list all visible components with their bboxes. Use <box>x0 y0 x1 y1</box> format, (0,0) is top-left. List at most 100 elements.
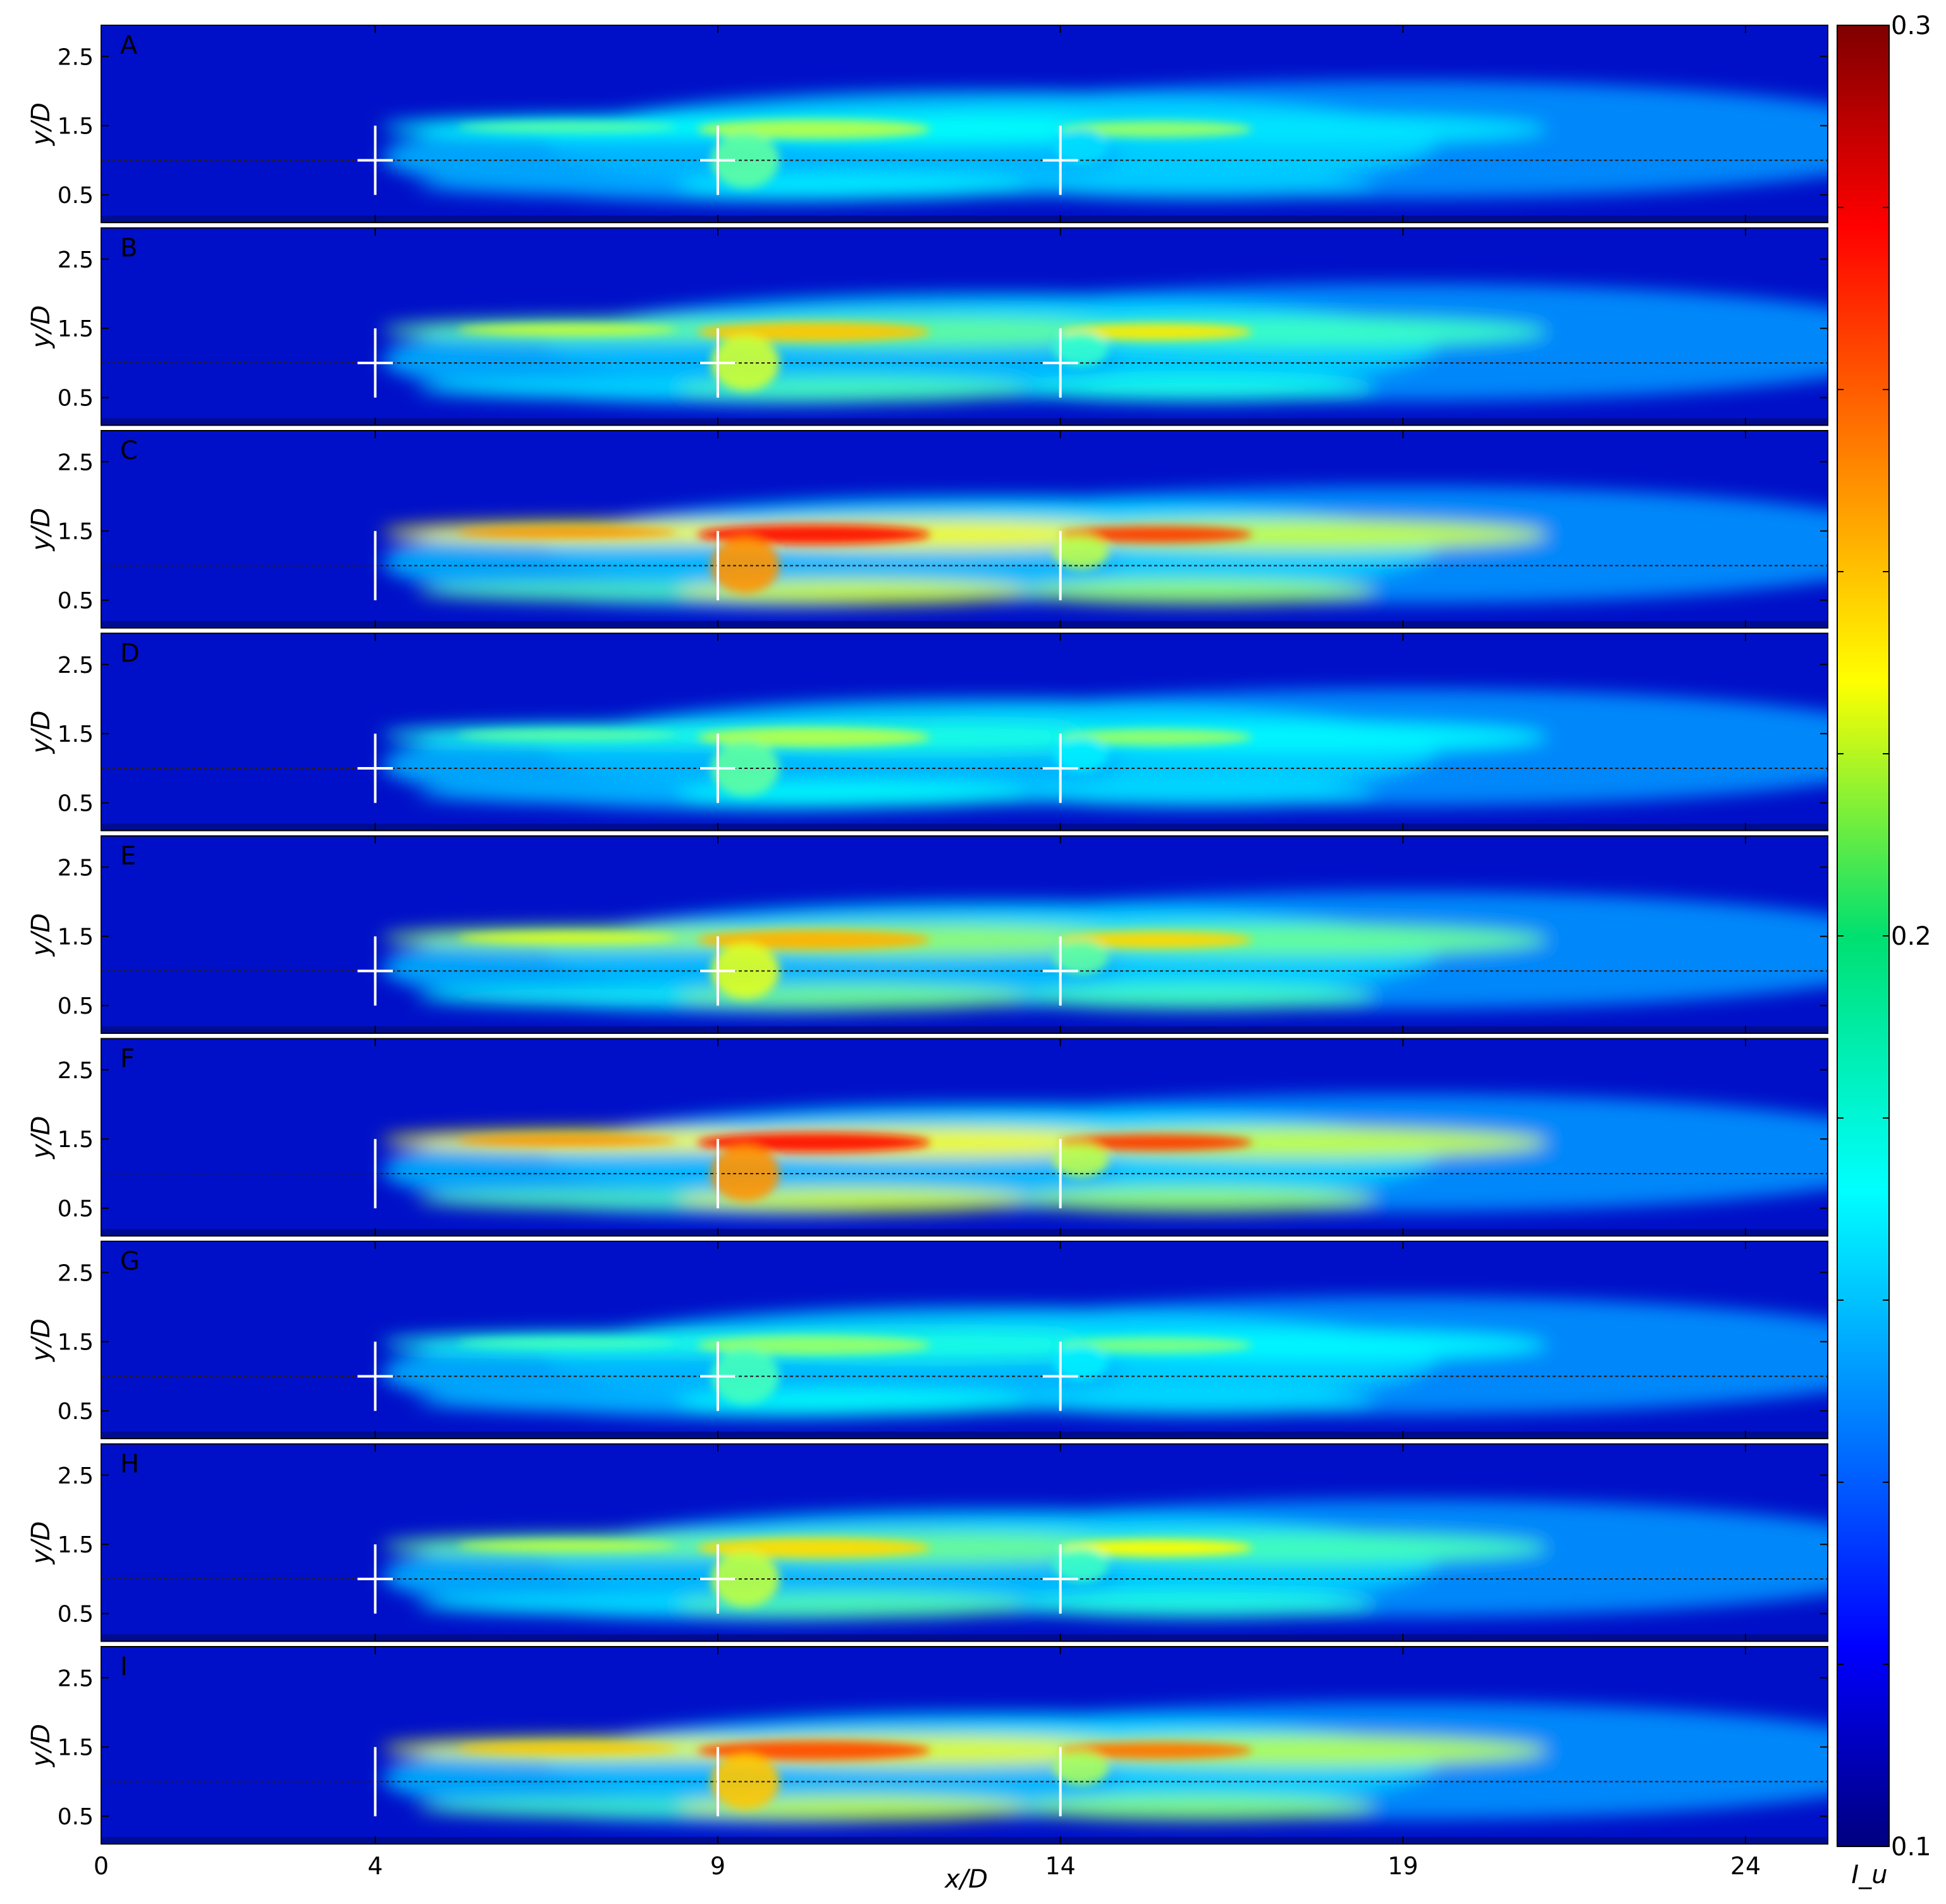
panel-label: B <box>120 234 137 263</box>
y-tick-label: 0.5 <box>58 386 94 412</box>
ground-strip <box>101 418 1828 426</box>
wake-region <box>416 1596 773 1614</box>
y-axis-title: y/D <box>27 913 56 957</box>
panel-e: 0.5 1.5 2.5 y/D E <box>27 835 1828 1034</box>
wake-region <box>416 1798 773 1817</box>
wake-region <box>457 527 677 538</box>
wake-region <box>1053 1547 1109 1583</box>
panel-frame <box>101 430 1828 629</box>
wake-region <box>1019 1187 1376 1213</box>
y-tick-label: 0.5 <box>58 791 94 817</box>
y-axis-title: y/D <box>27 1521 56 1565</box>
wake-region <box>1060 1134 1253 1151</box>
panel-d: 0.5 1.5 2.5 y/D D <box>27 632 1828 832</box>
y-tick-label: 0.5 <box>58 183 94 209</box>
y-tick-label: 2.5 <box>58 1260 94 1286</box>
ground-strip <box>101 823 1828 831</box>
panel-label: F <box>120 1045 135 1074</box>
panel-frame <box>101 835 1828 1034</box>
y-tick-label: 2.5 <box>58 855 94 881</box>
panel-label: I <box>120 1652 128 1681</box>
x-tick-label: 19 <box>1388 1852 1418 1880</box>
panel-f: 0.5 1.5 2.5 y/D F <box>27 1038 1828 1237</box>
wake-region <box>1053 737 1109 772</box>
wake-region <box>1060 728 1253 746</box>
wake-region <box>457 324 677 336</box>
y-tick-label: 1.5 <box>58 1127 94 1153</box>
wake-region <box>1053 534 1109 569</box>
wake-region <box>1019 376 1376 402</box>
y-tick-label: 2.5 <box>58 247 94 273</box>
wake-region <box>1019 1795 1376 1821</box>
panel-frame <box>101 1241 1828 1439</box>
colorbar-tick-label: 0.2 <box>1891 922 1931 951</box>
wake-region <box>1060 931 1253 949</box>
ground-strip <box>101 621 1828 628</box>
wake-region <box>1019 782 1376 808</box>
y-axis-title: y/D <box>27 1318 56 1362</box>
wake-region <box>1019 579 1376 605</box>
panel-frame <box>101 632 1828 832</box>
y-tick-label: 0.5 <box>58 1196 94 1222</box>
wake-region <box>1060 1539 1253 1556</box>
panel-frame <box>101 227 1828 426</box>
ground-strip <box>101 216 1828 223</box>
wake-region <box>1019 174 1376 199</box>
wake-region <box>1060 121 1253 138</box>
panel-i: 0.5 1.5 2.5 y/D I <box>27 1646 1828 1845</box>
y-axis-title: y/D <box>27 1116 56 1160</box>
wake-region <box>1019 1390 1376 1415</box>
x-tick-label: 4 <box>367 1852 383 1880</box>
wake-region <box>457 121 677 133</box>
wake-region <box>1060 1742 1253 1759</box>
wake-region <box>1053 1750 1109 1785</box>
y-axis-title: y/D <box>27 102 56 146</box>
colorbar-label: I_u <box>1851 1860 1887 1889</box>
panels: 0.51.52.5y/DA0.51.52.5y/DB0.51.52.5y/DC0… <box>27 25 1828 1845</box>
colorbar: 0.1 0.2 0.3 I_u <box>1837 11 1931 1889</box>
y-tick-label: 2.5 <box>58 653 94 679</box>
y-tick-label: 1.5 <box>58 1532 94 1558</box>
wake-region <box>1019 985 1376 1010</box>
wake-region <box>457 1743 677 1754</box>
panel-frame <box>101 1038 1828 1237</box>
y-tick-label: 0.5 <box>58 1804 94 1830</box>
panel-label: D <box>120 639 140 668</box>
colorbar-tick-label: 0.3 <box>1891 11 1931 40</box>
panel-label: H <box>120 1450 139 1479</box>
x-tick-label: 9 <box>710 1852 725 1880</box>
wake-region <box>416 177 773 196</box>
wake-region <box>1060 526 1253 543</box>
y-tick-label: 0.5 <box>58 1602 94 1628</box>
wake-region <box>457 729 677 741</box>
y-axis-title: y/D <box>27 305 56 349</box>
panel-frame <box>101 25 1828 223</box>
y-tick-label: 2.5 <box>58 1058 94 1084</box>
wake-region <box>416 988 773 1007</box>
wake-region <box>416 1191 773 1209</box>
panel-label: E <box>120 842 136 871</box>
y-tick-label: 1.5 <box>58 1330 94 1356</box>
wake-region <box>416 785 773 804</box>
wake-region <box>1060 1337 1253 1354</box>
wake-region <box>1053 129 1109 164</box>
y-tick-label: 2.5 <box>58 44 94 70</box>
colorbar-ticks: 0.1 0.2 0.3 <box>1837 11 1931 1862</box>
x-tick-label: 14 <box>1045 1852 1075 1880</box>
wake-region <box>1053 940 1109 974</box>
y-tick-label: 0.5 <box>58 588 94 614</box>
y-tick-label: 2.5 <box>58 1666 94 1692</box>
x-tick-label: 24 <box>1730 1852 1761 1880</box>
y-tick-label: 2.5 <box>58 1463 94 1489</box>
wake-region <box>416 582 773 601</box>
ground-strip <box>101 1432 1828 1439</box>
y-tick-label: 0.5 <box>58 1399 94 1425</box>
panel-a: 0.5 1.5 2.5 y/D A <box>27 25 1828 223</box>
wake-region <box>1053 1345 1109 1380</box>
ground-strip <box>101 1837 1828 1844</box>
panel-label: C <box>120 436 138 465</box>
wake-region <box>416 380 773 398</box>
y-tick-label: 1.5 <box>58 722 94 747</box>
panel-g: 0.5 1.5 2.5 y/D G <box>27 1241 1828 1439</box>
wake-region <box>457 1134 677 1146</box>
